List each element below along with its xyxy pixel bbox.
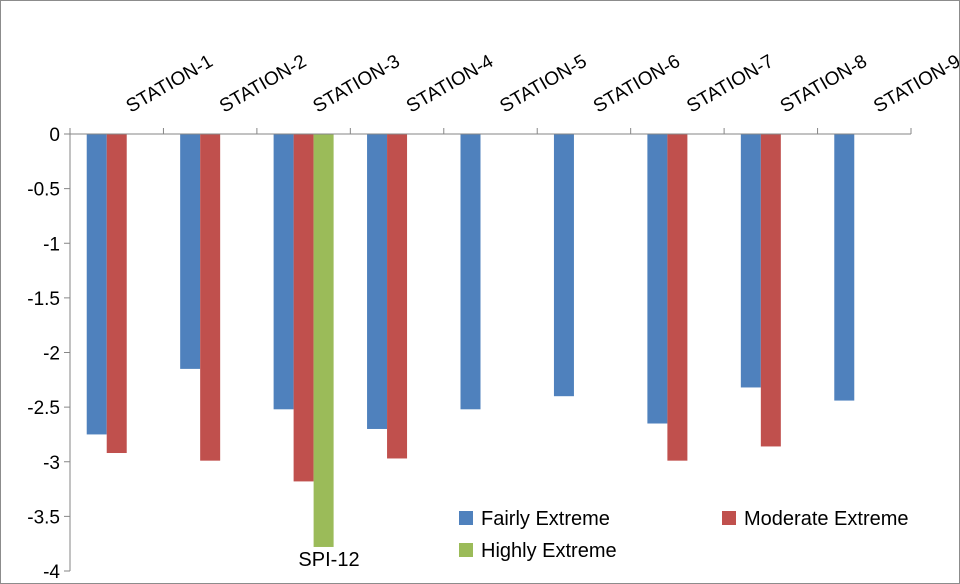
category-labels: STATION-1 STATION-2 STATION-3 STATION-4 STAT… — [123, 51, 959, 118]
bar-moderate-extreme-station-1 — [106, 134, 127, 454]
y-axis-ticks: 0 -0.5 -1 -1.5 -2 -2.5 -3 -3.5 -4 — [27, 125, 70, 583]
y-tick-label: -2.5 — [27, 398, 60, 419]
x-axis-ticks — [69, 128, 912, 134]
bar-moderate-extreme-station-8 — [760, 134, 781, 447]
legend-swatch — [459, 511, 473, 525]
y-tick-label: -1.5 — [27, 289, 60, 310]
y-tick-label: -1 — [43, 234, 60, 255]
category-label: STATION-8 — [777, 51, 871, 117]
y-tick-label: -2 — [43, 344, 60, 365]
y-tick-label: -3.5 — [27, 507, 60, 528]
bar-fairly-extreme-station-6 — [553, 134, 574, 397]
bar-fairly-extreme-station-7 — [647, 134, 668, 424]
legend-label: Highly Extreme — [481, 540, 617, 562]
bar-fairly-extreme-station-3 — [273, 134, 294, 410]
legend: Fairly Extreme Moderate Extreme Highly Ext… — [459, 508, 909, 562]
category-label: STATION-4 — [403, 51, 497, 118]
category-label: STATION-5 — [497, 51, 591, 117]
bar-fairly-extreme-station-4 — [367, 134, 388, 429]
y-tick-label: 0 — [49, 125, 60, 146]
bar-moderate-extreme-station-3 — [293, 134, 314, 482]
bar-fairly-extreme-station-2 — [180, 134, 201, 369]
category-label: STATION-1 — [123, 51, 217, 117]
legend-label: Fairly Extreme — [481, 508, 610, 530]
bar-moderate-extreme-station-7 — [667, 134, 688, 461]
bar-moderate-extreme-station-4 — [387, 134, 408, 459]
bar-fairly-extreme-station-1 — [86, 134, 107, 435]
bars-group — [86, 134, 855, 547]
category-label: STATION-7 — [683, 51, 777, 117]
category-label: STATION-6 — [590, 51, 684, 117]
y-tick-label: -3 — [43, 453, 60, 474]
legend-label: Moderate Extreme — [744, 508, 909, 530]
category-label: STATION-3 — [310, 51, 404, 117]
legend-swatch — [722, 511, 736, 525]
bar-fairly-extreme-station-9 — [834, 134, 855, 401]
y-tick-label: -0.5 — [27, 180, 60, 201]
legend-swatch — [459, 543, 473, 557]
category-label: STATION-2 — [216, 51, 310, 117]
bar-fairly-extreme-station-5 — [460, 134, 481, 410]
y-tick-label: -4 — [43, 562, 60, 583]
category-label: STATION-9 — [870, 51, 959, 117]
bar-highly-extreme-station-3 — [313, 134, 334, 547]
bar-moderate-extreme-station-2 — [200, 134, 221, 461]
chart-title: SPI-12 — [298, 549, 359, 571]
bar-fairly-extreme-station-8 — [740, 134, 761, 388]
